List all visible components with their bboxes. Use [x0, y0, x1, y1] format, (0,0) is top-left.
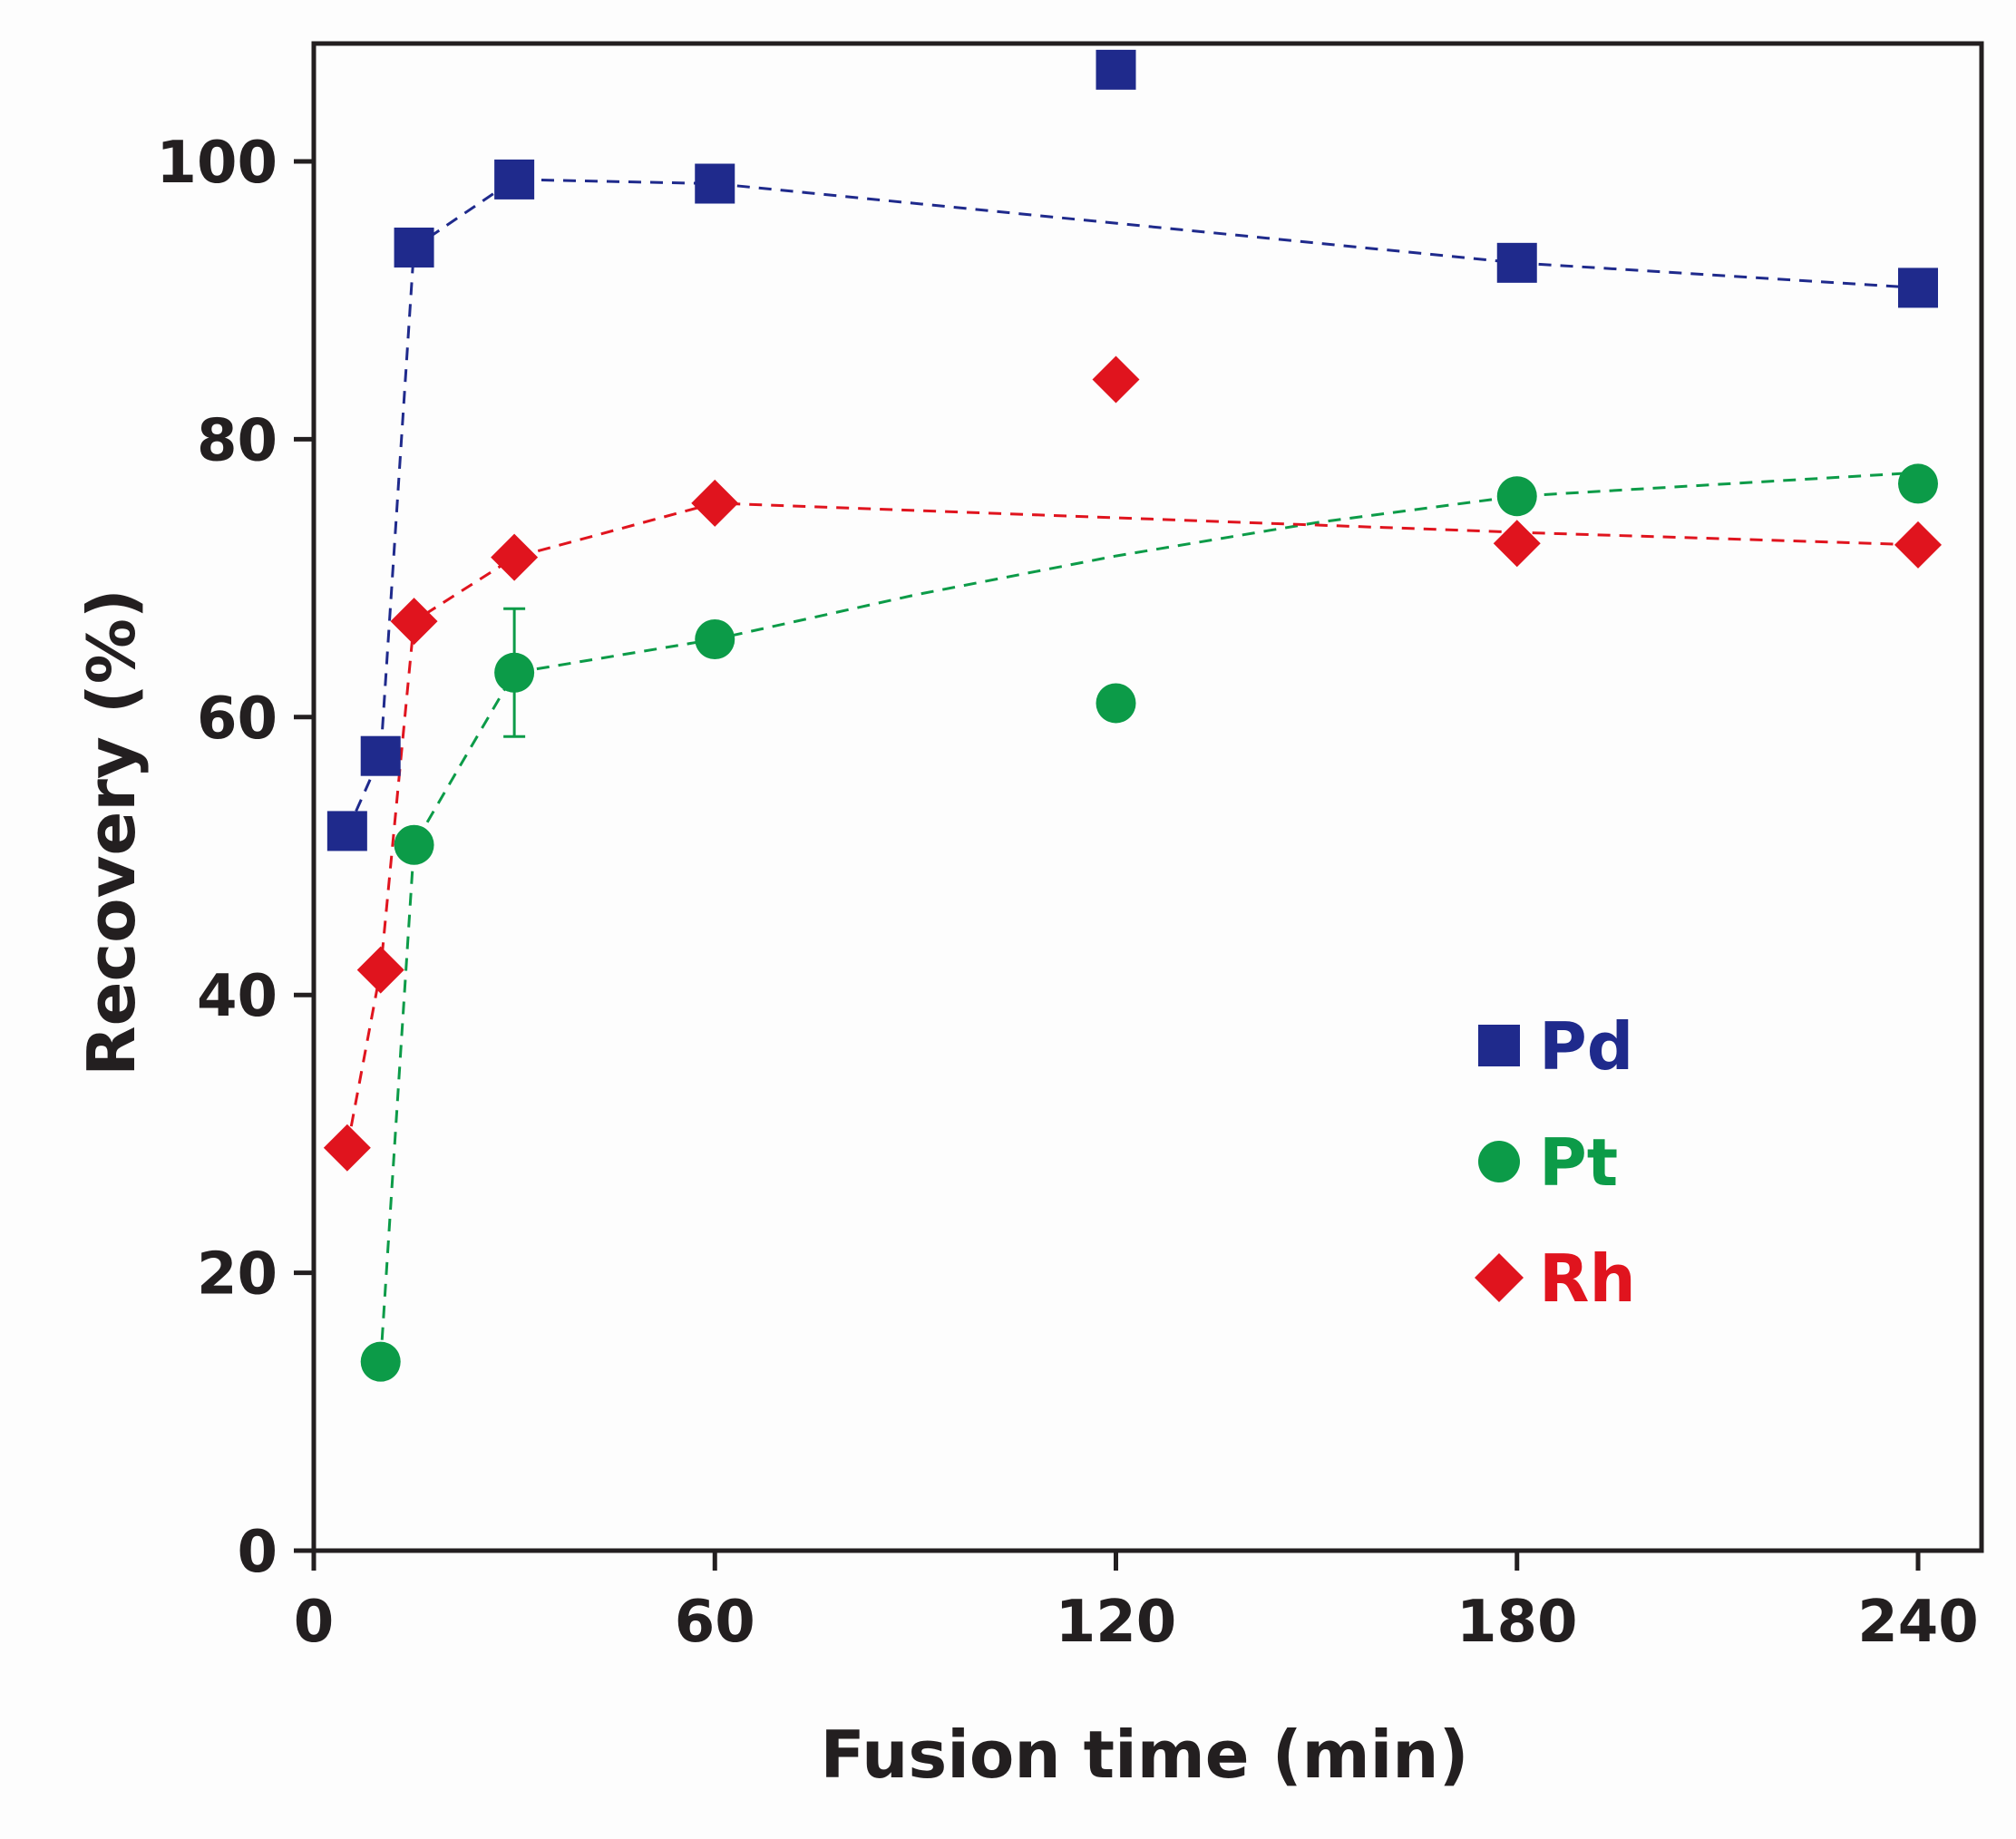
pt-data-point [360, 1341, 401, 1382]
y-tick-label: 80 [197, 407, 278, 474]
x-tick-label: 0 [294, 1589, 335, 1656]
rh-data-point [356, 946, 404, 994]
y-tick-label: 40 [197, 963, 278, 1030]
pd-data-point [326, 811, 367, 851]
x-tick-label: 180 [1456, 1589, 1578, 1656]
y-tick-label: 60 [197, 686, 278, 753]
pt-data-point [695, 619, 735, 660]
legend-rh-label: Rh [1539, 1241, 1636, 1317]
legend-pt-marker [1478, 1141, 1520, 1182]
pd-data-point [695, 163, 735, 204]
pt-data-point [1096, 683, 1136, 724]
x-tick-label: 60 [675, 1589, 755, 1656]
y-axis-label: Recovery (%) [73, 589, 150, 1076]
legend-pd-marker [1478, 1025, 1520, 1066]
y-tick-label: 100 [156, 130, 278, 197]
rh-data-point [691, 479, 739, 527]
rh-data-point [1493, 520, 1541, 568]
legend-pt-label: Pt [1539, 1124, 1618, 1201]
rh-data-point [390, 598, 438, 646]
rh-data-point [1092, 355, 1140, 404]
rh-data-point [1894, 521, 1942, 569]
data-points [323, 49, 1942, 1382]
rh-data-point [323, 1124, 371, 1172]
pd-data-point [1898, 268, 1938, 308]
x-tick-label: 240 [1857, 1589, 1979, 1656]
x-axis-label: Fusion time (min) [821, 1717, 1469, 1793]
legend-pd-label: Pd [1539, 1008, 1633, 1085]
axis-ticks [294, 159, 1921, 1571]
rh-data-point [491, 533, 539, 581]
legend: Pd Pt Rh [1475, 1008, 1636, 1317]
pd-data-point [494, 159, 535, 199]
y-tick-label: 0 [237, 1519, 278, 1586]
pd-data-point [394, 227, 434, 268]
plot-frame [311, 41, 1984, 1553]
pt-data-point [1496, 476, 1537, 517]
x-tick-label: 120 [1056, 1589, 1177, 1656]
tick-labels: 0 60 120 180 240 0 20 40 60 80 100 [156, 130, 1978, 1656]
pt-data-point [394, 824, 434, 865]
pd-data-point [1496, 242, 1537, 283]
pt-data-point [1898, 463, 1938, 504]
pd-data-point [360, 735, 401, 776]
pt-data-point [494, 652, 535, 693]
y-tick-label: 20 [197, 1241, 278, 1309]
legend-rh-marker [1475, 1253, 1524, 1302]
pd-data-point [1096, 49, 1136, 90]
